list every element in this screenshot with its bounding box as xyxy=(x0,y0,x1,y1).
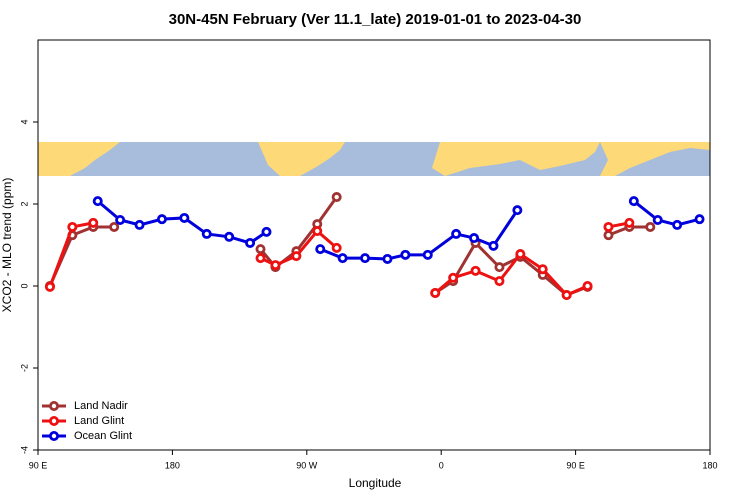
point xyxy=(255,253,266,264)
point xyxy=(582,280,593,291)
y-axis-label: XCO2 - MLO trend (ppm) xyxy=(0,178,14,313)
map-strip xyxy=(38,142,710,176)
point xyxy=(201,228,212,239)
point xyxy=(92,196,103,207)
point xyxy=(291,251,302,262)
x-tick-label: 180 xyxy=(165,460,180,470)
legend-label: Ocean Glint xyxy=(74,430,132,442)
point xyxy=(645,221,656,232)
point xyxy=(469,233,480,244)
point xyxy=(494,276,505,287)
point xyxy=(270,260,281,271)
plot-frame xyxy=(37,39,711,451)
point xyxy=(88,217,99,228)
legend-label: Land Nadir xyxy=(74,400,128,412)
point xyxy=(255,244,266,255)
x-tick-label: 90 W xyxy=(296,460,318,470)
point xyxy=(515,249,526,260)
point xyxy=(331,242,342,253)
x-tick-label: 90 E xyxy=(29,460,48,470)
legend-marker xyxy=(49,430,60,441)
point xyxy=(448,272,459,283)
x-tick-label: 0 xyxy=(439,460,444,470)
point xyxy=(537,264,548,275)
point xyxy=(512,205,523,216)
point xyxy=(488,240,499,251)
point xyxy=(156,214,167,225)
x-axis-label: Longitude xyxy=(349,476,402,490)
point xyxy=(224,231,235,242)
legend-marker xyxy=(49,415,60,426)
legend-marker xyxy=(49,400,60,411)
legend-label: Land Glint xyxy=(74,415,124,427)
point xyxy=(400,249,411,260)
chart-title: 30N-45N February (Ver 11.1_late) 2019-01… xyxy=(169,11,582,28)
point xyxy=(694,214,705,225)
point xyxy=(245,237,256,248)
point xyxy=(261,226,272,237)
point xyxy=(561,290,572,301)
point xyxy=(603,221,614,232)
y-tick-label: 4 xyxy=(19,119,29,124)
point xyxy=(382,253,393,264)
point xyxy=(360,253,371,264)
y-tick-label: 2 xyxy=(19,201,29,206)
series-line xyxy=(48,196,651,297)
point xyxy=(603,230,614,241)
point xyxy=(67,221,78,232)
point xyxy=(134,219,145,230)
x-tick-label: 90 E xyxy=(566,460,585,470)
point xyxy=(331,192,342,203)
point xyxy=(179,212,190,223)
point xyxy=(337,253,348,264)
point xyxy=(451,228,462,239)
point xyxy=(628,196,639,207)
point xyxy=(624,217,635,228)
y-tick-label: -2 xyxy=(19,364,29,372)
point xyxy=(672,219,683,230)
point xyxy=(422,249,433,260)
point xyxy=(652,214,663,225)
point xyxy=(315,244,326,255)
point xyxy=(44,281,55,292)
y-tick-label: -4 xyxy=(19,446,29,454)
point xyxy=(109,221,120,232)
x-tick-label: 180 xyxy=(702,460,717,470)
point xyxy=(312,226,323,237)
y-tick-label: 0 xyxy=(19,283,29,288)
point xyxy=(115,214,126,225)
point xyxy=(494,262,505,273)
point xyxy=(430,287,441,298)
point xyxy=(470,265,481,276)
